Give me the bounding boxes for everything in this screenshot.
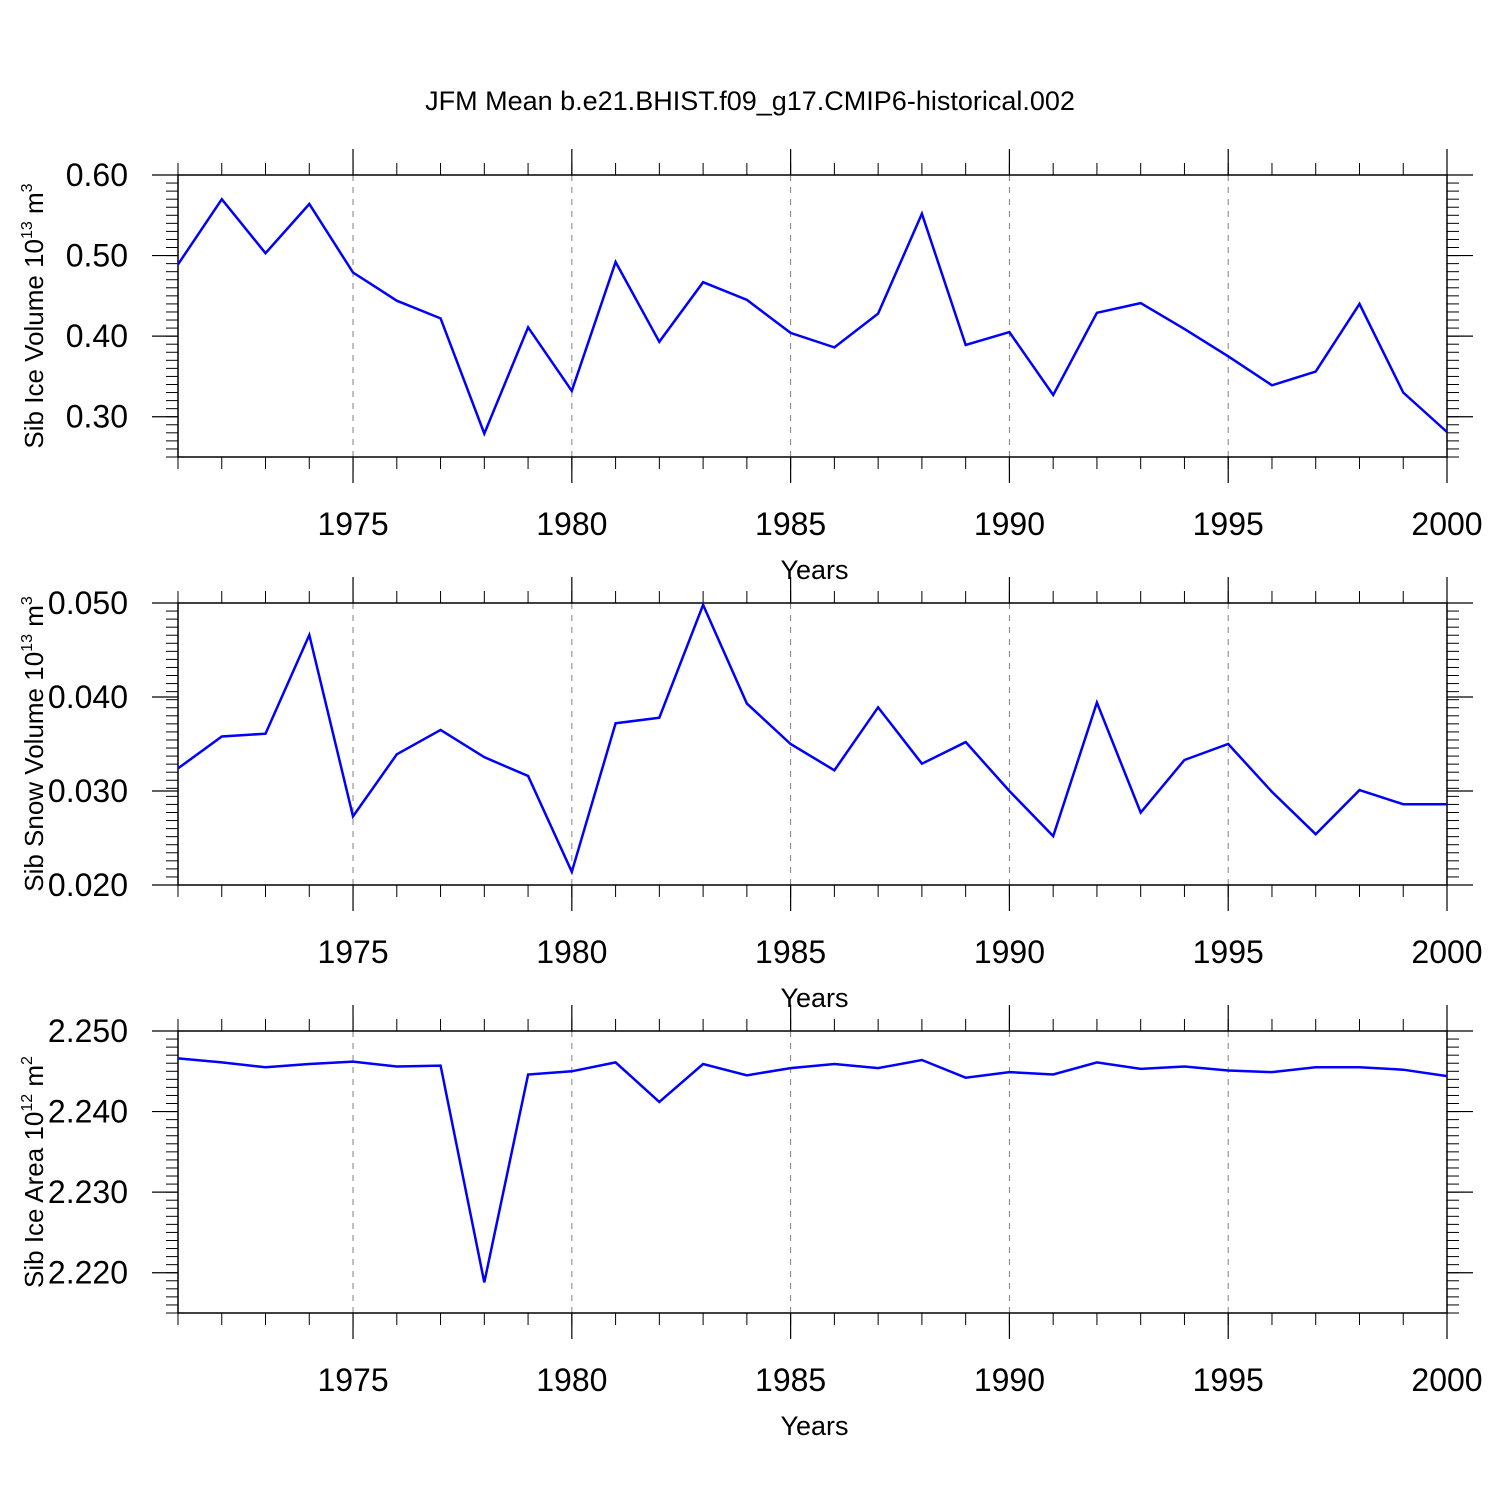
y-tick-label: 2.220	[48, 1255, 128, 1291]
y-tick-label: 0.40	[66, 318, 128, 354]
y-axis-label-unit-exponent: 3	[19, 183, 36, 192]
chart-panel-2: 1975 1980 1985 1990 1995 2000 0.020 0.030 0.040 0…	[19, 577, 1483, 1013]
y-tick-label: 0.050	[48, 585, 128, 621]
x-tick-label: 1990	[974, 934, 1045, 970]
x-axis-label: Years	[780, 555, 848, 585]
x-tick-label: 1995	[1193, 506, 1264, 542]
y-axis-label-text: Sib Snow Volume 10	[19, 652, 49, 892]
x-tick-label: 2000	[1411, 934, 1482, 970]
y-tick-label: 0.30	[66, 399, 128, 435]
y-tick-label: 0.50	[66, 238, 128, 274]
y-axis-label-unit: m	[19, 1065, 49, 1094]
y-axis-label: Sib Ice Area 1012 m2	[19, 1056, 49, 1288]
series-line	[176, 197, 1448, 437]
y-tick-label: 0.040	[48, 679, 128, 715]
x-tick-label: 1975	[317, 506, 388, 542]
x-tick-label: 1985	[755, 934, 826, 970]
y-tick-label: 2.240	[48, 1094, 128, 1130]
y-tick-label: 0.60	[66, 157, 128, 193]
x-tick-label: 1995	[1193, 1362, 1264, 1398]
x-tick-label: 2000	[1411, 1362, 1482, 1398]
y-axis-label-exponent: 13	[19, 221, 36, 239]
series-line	[177, 601, 1447, 876]
x-tick-label: 1990	[974, 506, 1045, 542]
series-line	[177, 1057, 1448, 1283]
chart-panel-1: 1975 1980 1985 1990 1995 2000 0.30 0.40 0.50 0.60…	[19, 149, 1483, 585]
x-tick-label: 1995	[1193, 934, 1264, 970]
x-tick-label: 1985	[755, 506, 826, 542]
chart-panel-3: 1975 1980 1985 1990 1995 2000 2.220 2.230 2.240 2…	[19, 1005, 1483, 1441]
y-axis-label-unit: m	[19, 605, 49, 634]
x-tick-label: 1980	[536, 1362, 607, 1398]
chart-panels: 1975 1980 1985 1990 1995 2000 0.30 0.40 0.50 0.60…	[19, 149, 1483, 1441]
y-axis-label: Sib Snow Volume 1013 m3	[19, 596, 49, 892]
x-tick-label: 2000	[1411, 506, 1482, 542]
y-axis-label-unit: m	[19, 192, 49, 221]
x-axis-label: Years	[780, 983, 848, 1013]
x-tick-label: 1975	[317, 934, 388, 970]
x-tick-label: 1985	[755, 1362, 826, 1398]
x-tick-label: 1975	[317, 1362, 388, 1398]
plot-frame	[177, 174, 1448, 458]
y-axis-label-exponent: 13	[19, 634, 36, 652]
y-tick-label: 2.250	[48, 1013, 128, 1049]
y-axis-label-unit-exponent: 3	[19, 596, 36, 605]
x-tick-label: 1980	[536, 506, 607, 542]
plot-frame	[177, 1030, 1448, 1314]
y-axis-label-unit-exponent: 2	[19, 1056, 36, 1065]
y-axis-label: Sib Ice Volume 1013 m3	[19, 183, 49, 448]
y-axis-label-text: Sib Ice Area 10	[19, 1112, 49, 1288]
y-axis-label-text: Sib Ice Volume 10	[19, 239, 49, 449]
x-tick-label: 1980	[536, 934, 607, 970]
y-tick-label: 2.230	[48, 1174, 128, 1210]
y-tick-label: 0.020	[48, 867, 128, 903]
figure-title: JFM Mean b.e21.BHIST.f09_g17.CMIP6-histo…	[425, 86, 1075, 116]
y-axis-label-exponent: 12	[19, 1094, 36, 1112]
plot-frame	[177, 602, 1448, 886]
x-axis-label: Years	[780, 1411, 848, 1441]
y-tick-label: 0.030	[48, 773, 128, 809]
x-tick-label: 1990	[974, 1362, 1045, 1398]
